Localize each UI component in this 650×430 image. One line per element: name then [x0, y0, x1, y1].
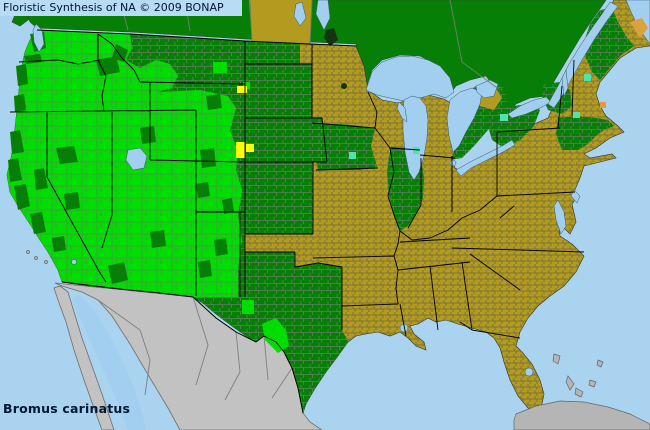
- bahamas-3: [574, 387, 584, 398]
- species-label: Bromus carinatus: [3, 401, 131, 416]
- cuba: [513, 400, 650, 430]
- great-salt-lake: [125, 147, 148, 171]
- bright-counties-central: [213, 62, 289, 353]
- lake-erie: [455, 139, 516, 177]
- mexico-state-borders: [97, 296, 293, 401]
- salton-sea: [71, 259, 77, 265]
- bahamas-5: [596, 359, 604, 368]
- lake-okeechobee: [524, 367, 534, 377]
- orange-county: [600, 102, 606, 108]
- bahamas-2: [565, 375, 575, 391]
- nova-scotia: [630, 18, 648, 38]
- lake-st-clair: [449, 159, 457, 167]
- dark-counties-west: [8, 32, 234, 284]
- chesapeake-bay: [553, 199, 567, 235]
- islands: [26, 250, 650, 430]
- lake-winnipegosis: [293, 1, 307, 27]
- northern-dark-lakes: [324, 28, 347, 89]
- lake-huron: [446, 87, 483, 153]
- baja-california: [53, 285, 115, 430]
- lake-champlain: [561, 69, 569, 97]
- state-borders: [9, 29, 585, 414]
- map-title: Floristic Synthesis of NA © 2009 BONAP: [3, 1, 224, 14]
- lake-winnipeg: [315, 0, 331, 31]
- bahamas-1: [552, 353, 561, 365]
- delaware-bay: [570, 189, 581, 204]
- yellow-county: [237, 86, 247, 93]
- yellow-county: [246, 144, 254, 152]
- teal-county: [413, 147, 419, 154]
- gulf-of-california: [72, 295, 146, 430]
- lake-superior: [365, 55, 455, 102]
- teal-county: [349, 152, 356, 159]
- yellow-counties: [236, 86, 254, 158]
- channel-island-1: [26, 250, 30, 254]
- great-lakes: [32, 0, 650, 377]
- teal-county: [573, 112, 580, 118]
- bahamas-4: [588, 379, 597, 388]
- channel-island-2: [34, 256, 38, 260]
- teal-county: [500, 114, 508, 121]
- yellow-county: [236, 142, 245, 158]
- title-bar: Floristic Synthesis of NA © 2009 BONAP: [0, 0, 242, 16]
- teal-counties: [349, 74, 591, 159]
- channel-island-3: [44, 260, 48, 264]
- green-bay: [396, 101, 408, 123]
- teal-county: [584, 74, 591, 81]
- lake-michigan: [402, 95, 429, 181]
